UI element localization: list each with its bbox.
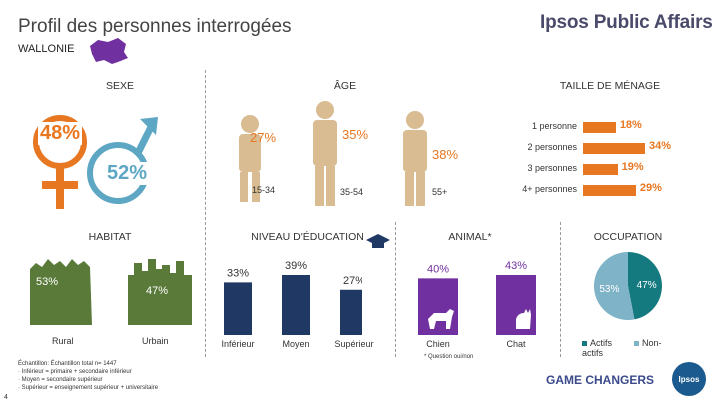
cat-icon xyxy=(516,309,531,329)
animal-value-1: 43% xyxy=(505,260,527,272)
habitat-scenes-icon xyxy=(30,259,192,325)
female-pct: 48% xyxy=(38,122,83,145)
education-heading: NIVEAU D'ÉDUCATION xyxy=(251,231,364,243)
footnote-1: · Inférieur = primaire + secondaire infé… xyxy=(18,369,132,375)
graduation-cap-icon xyxy=(366,234,390,248)
menage-bar-2 xyxy=(583,164,618,175)
age-figures-icon xyxy=(239,101,427,206)
edu-category-0: Inférieur xyxy=(221,339,255,349)
sample-note: Échantillon: Échantillon total n= 1447 xyxy=(18,361,117,367)
legend-label-0: Actifs xyxy=(590,338,613,348)
urbain-pct: 47% xyxy=(146,285,169,297)
menage-value-3: 29% xyxy=(639,182,662,194)
occupation-legend-item-1: Non-actifs xyxy=(582,338,662,358)
edu-value-0: 33% xyxy=(227,267,249,279)
occupation-heading: OCCUPATION xyxy=(593,231,663,243)
legend-swatch-1 xyxy=(634,341,640,346)
page-title: Profil des personnes interrogées xyxy=(18,16,292,37)
education-chart: 33% 39% 27% xyxy=(224,260,362,335)
animal-note: * Question oui/non xyxy=(424,354,474,360)
animal-category-0: Chien xyxy=(426,339,450,349)
footnote-3: · Supérieur = enseignement supérieur + u… xyxy=(18,385,159,391)
edu-value-1: 39% xyxy=(285,260,307,272)
region-label: WALLONIE xyxy=(18,43,75,55)
habitat-heading: HABITAT xyxy=(88,231,132,243)
occupation-pie: 47% 53% xyxy=(594,252,662,320)
animal-chart: 40% 43% xyxy=(418,260,536,335)
edu-bar-1 xyxy=(282,275,310,335)
menage-label-3: 4+ personnes xyxy=(522,184,577,194)
menage-label-1: 2 personnes xyxy=(527,142,577,152)
page-number: 4 xyxy=(4,394,8,401)
age-label-2: 35-54 xyxy=(340,187,364,197)
age-label-1: 15-34 xyxy=(252,185,276,195)
menage-label-2: 3 personnes xyxy=(527,163,577,173)
footnote-2: · Moyen = secondaire supérieur xyxy=(18,377,103,383)
occupation-legend: Actifs Non-actifs xyxy=(582,338,692,358)
age-pct-2: 35% xyxy=(342,127,369,142)
ipsos-logo: Ipsos xyxy=(672,362,706,396)
animal-heading: ANIMAL* xyxy=(448,231,492,243)
legend-swatch-0 xyxy=(582,341,587,346)
menage-heading: TAILLE DE MÉNAGE xyxy=(559,80,661,92)
menage-value-0: 18% xyxy=(619,119,642,131)
menage-bar-0 xyxy=(583,122,616,133)
urbain-label: Urbain xyxy=(142,336,169,346)
dog-icon xyxy=(428,309,454,329)
legend-label-1: Non-actifs xyxy=(582,338,662,358)
edu-value-2: 27% xyxy=(343,275,362,287)
edu-category-2: Supérieur xyxy=(334,339,374,349)
occupation-legend-item-0: Actifs xyxy=(582,338,612,348)
rural-label: Rural xyxy=(52,336,74,346)
age-heading: ÂGE xyxy=(333,80,357,92)
occupation-value-0: 47% xyxy=(637,280,657,291)
rural-pct: 53% xyxy=(36,276,59,288)
age-pct-3: 38% xyxy=(432,147,459,162)
occupation-slice-1 xyxy=(594,252,635,320)
animal-bar-0 xyxy=(418,278,458,335)
sexe-heading: SEXE xyxy=(105,80,134,92)
age-pct-1: 27% xyxy=(250,130,277,145)
age-label-3: 55+ xyxy=(432,187,448,197)
edu-category-1: Moyen xyxy=(282,339,310,349)
male-pct: 52% xyxy=(105,162,150,185)
animal-value-0: 40% xyxy=(427,263,449,275)
menage-value-2: 19% xyxy=(621,161,644,173)
edu-bar-2 xyxy=(340,289,362,335)
menage-label-0: 1 personne xyxy=(531,121,577,131)
footer-notes: Échantillon: Échantillon total n= 1447 ·… xyxy=(18,360,158,392)
animal-category-1: Chat xyxy=(506,339,526,349)
wallonia-map-icon xyxy=(90,38,128,64)
menage-bar-1 xyxy=(583,143,645,154)
occupation-slice-0 xyxy=(628,252,662,320)
menage-bar-3 xyxy=(583,185,636,196)
edu-bar-0 xyxy=(224,282,252,335)
brand-logo: Ipsos Public Affairs xyxy=(540,12,713,33)
occupation-value-1: 53% xyxy=(599,284,619,295)
game-changers-label: GAME CHANGERS xyxy=(546,373,655,387)
menage-value-1: 34% xyxy=(649,140,672,152)
